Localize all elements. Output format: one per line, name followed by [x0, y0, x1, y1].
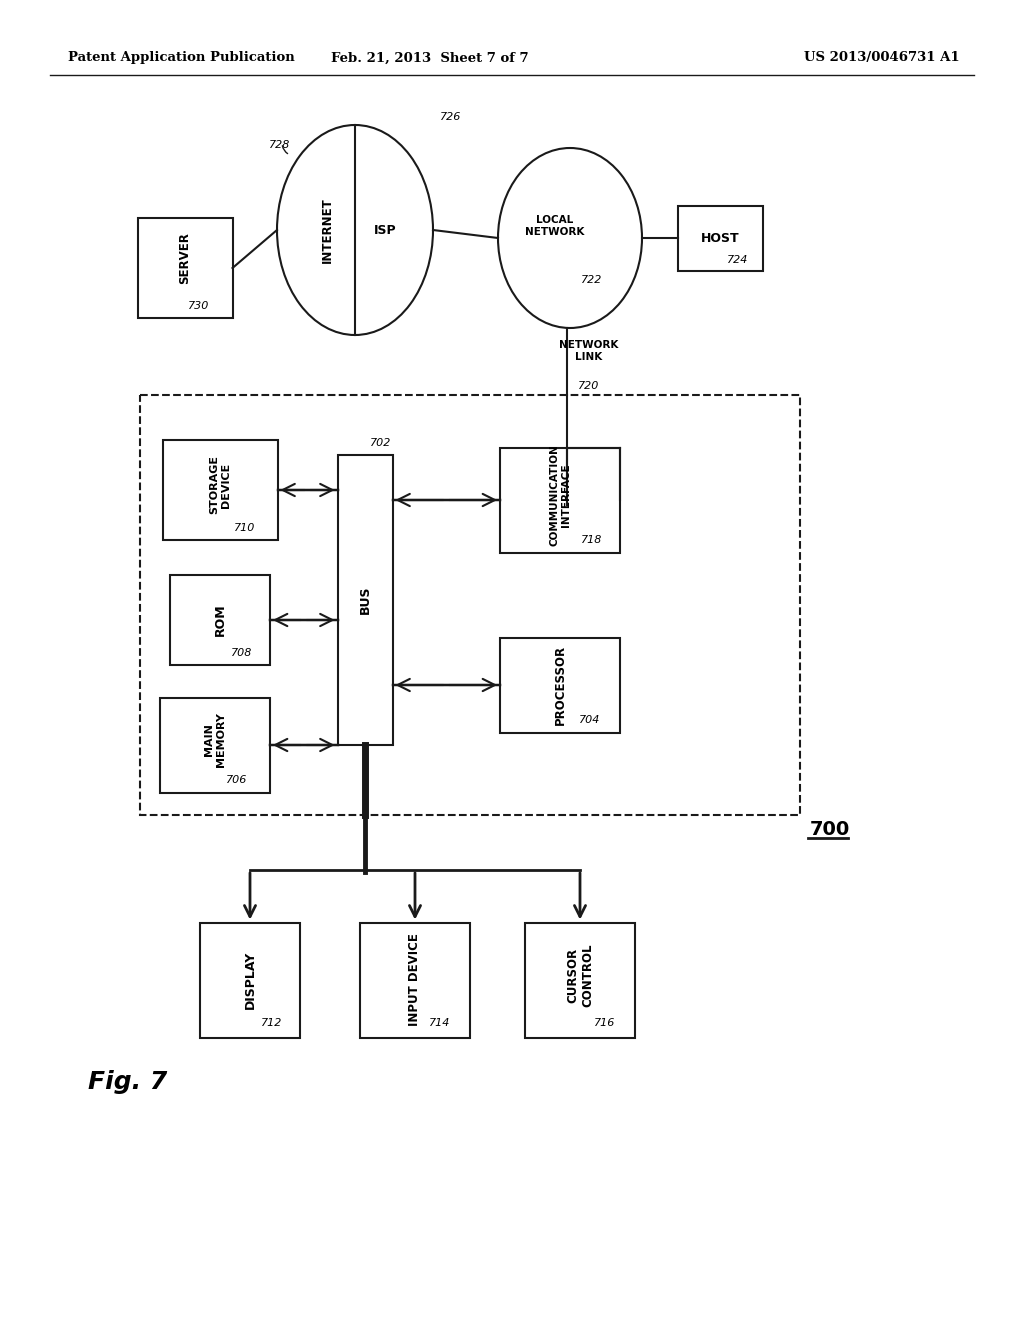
Text: STORAGE
DEVICE: STORAGE DEVICE [209, 455, 230, 515]
Text: MAIN
MEMORY: MAIN MEMORY [204, 713, 226, 767]
Text: 718: 718 [582, 535, 603, 545]
Text: ROM: ROM [213, 603, 226, 636]
Bar [137, 218, 232, 318]
Text: 702: 702 [370, 438, 391, 447]
Text: PROCESSOR: PROCESSOR [554, 645, 566, 725]
Ellipse shape [278, 125, 433, 335]
Text: SERVER: SERVER [178, 232, 191, 284]
Text: 730: 730 [188, 301, 210, 312]
Bar [678, 206, 763, 271]
Text: 722: 722 [582, 275, 603, 285]
Text: 712: 712 [261, 1018, 283, 1028]
Text: Patent Application Publication: Patent Application Publication [68, 51, 295, 65]
Text: INTERNET: INTERNET [321, 197, 334, 263]
Text: 726: 726 [440, 112, 462, 121]
Bar [140, 395, 800, 814]
Bar [338, 455, 392, 744]
Text: 700: 700 [810, 820, 850, 840]
Text: 724: 724 [727, 255, 749, 265]
Text: 714: 714 [429, 1018, 451, 1028]
Text: 704: 704 [580, 715, 601, 725]
Text: HOST: HOST [700, 231, 739, 244]
Text: 720: 720 [579, 381, 600, 391]
Text: ISP: ISP [374, 223, 396, 236]
Bar [500, 447, 620, 553]
Text: 716: 716 [594, 1018, 615, 1028]
Text: INPUT DEVICE: INPUT DEVICE [409, 933, 422, 1027]
Bar [160, 697, 270, 792]
Text: Feb. 21, 2013  Sheet 7 of 7: Feb. 21, 2013 Sheet 7 of 7 [331, 51, 528, 65]
Text: Fig. 7: Fig. 7 [88, 1071, 167, 1094]
Text: 710: 710 [234, 523, 256, 533]
Text: CURSOR
CONTROL: CURSOR CONTROL [566, 944, 594, 1007]
Text: DISPLAY: DISPLAY [244, 950, 256, 1008]
Bar [525, 923, 635, 1038]
Text: 728: 728 [269, 140, 291, 150]
Text: COMMUNICATION
INTERFACE: COMMUNICATION INTERFACE [549, 444, 570, 546]
Text: BUS: BUS [358, 586, 372, 614]
Bar [500, 638, 620, 733]
Text: LOCAL
NETWORK: LOCAL NETWORK [525, 215, 585, 236]
Text: 708: 708 [231, 648, 253, 657]
Ellipse shape [498, 148, 642, 327]
Text: 706: 706 [226, 775, 248, 785]
Bar [360, 923, 470, 1038]
Bar [170, 576, 270, 665]
Bar [200, 923, 300, 1038]
Text: US 2013/0046731 A1: US 2013/0046731 A1 [805, 51, 961, 65]
Bar [163, 440, 278, 540]
Text: NETWORK
LINK: NETWORK LINK [559, 341, 618, 362]
